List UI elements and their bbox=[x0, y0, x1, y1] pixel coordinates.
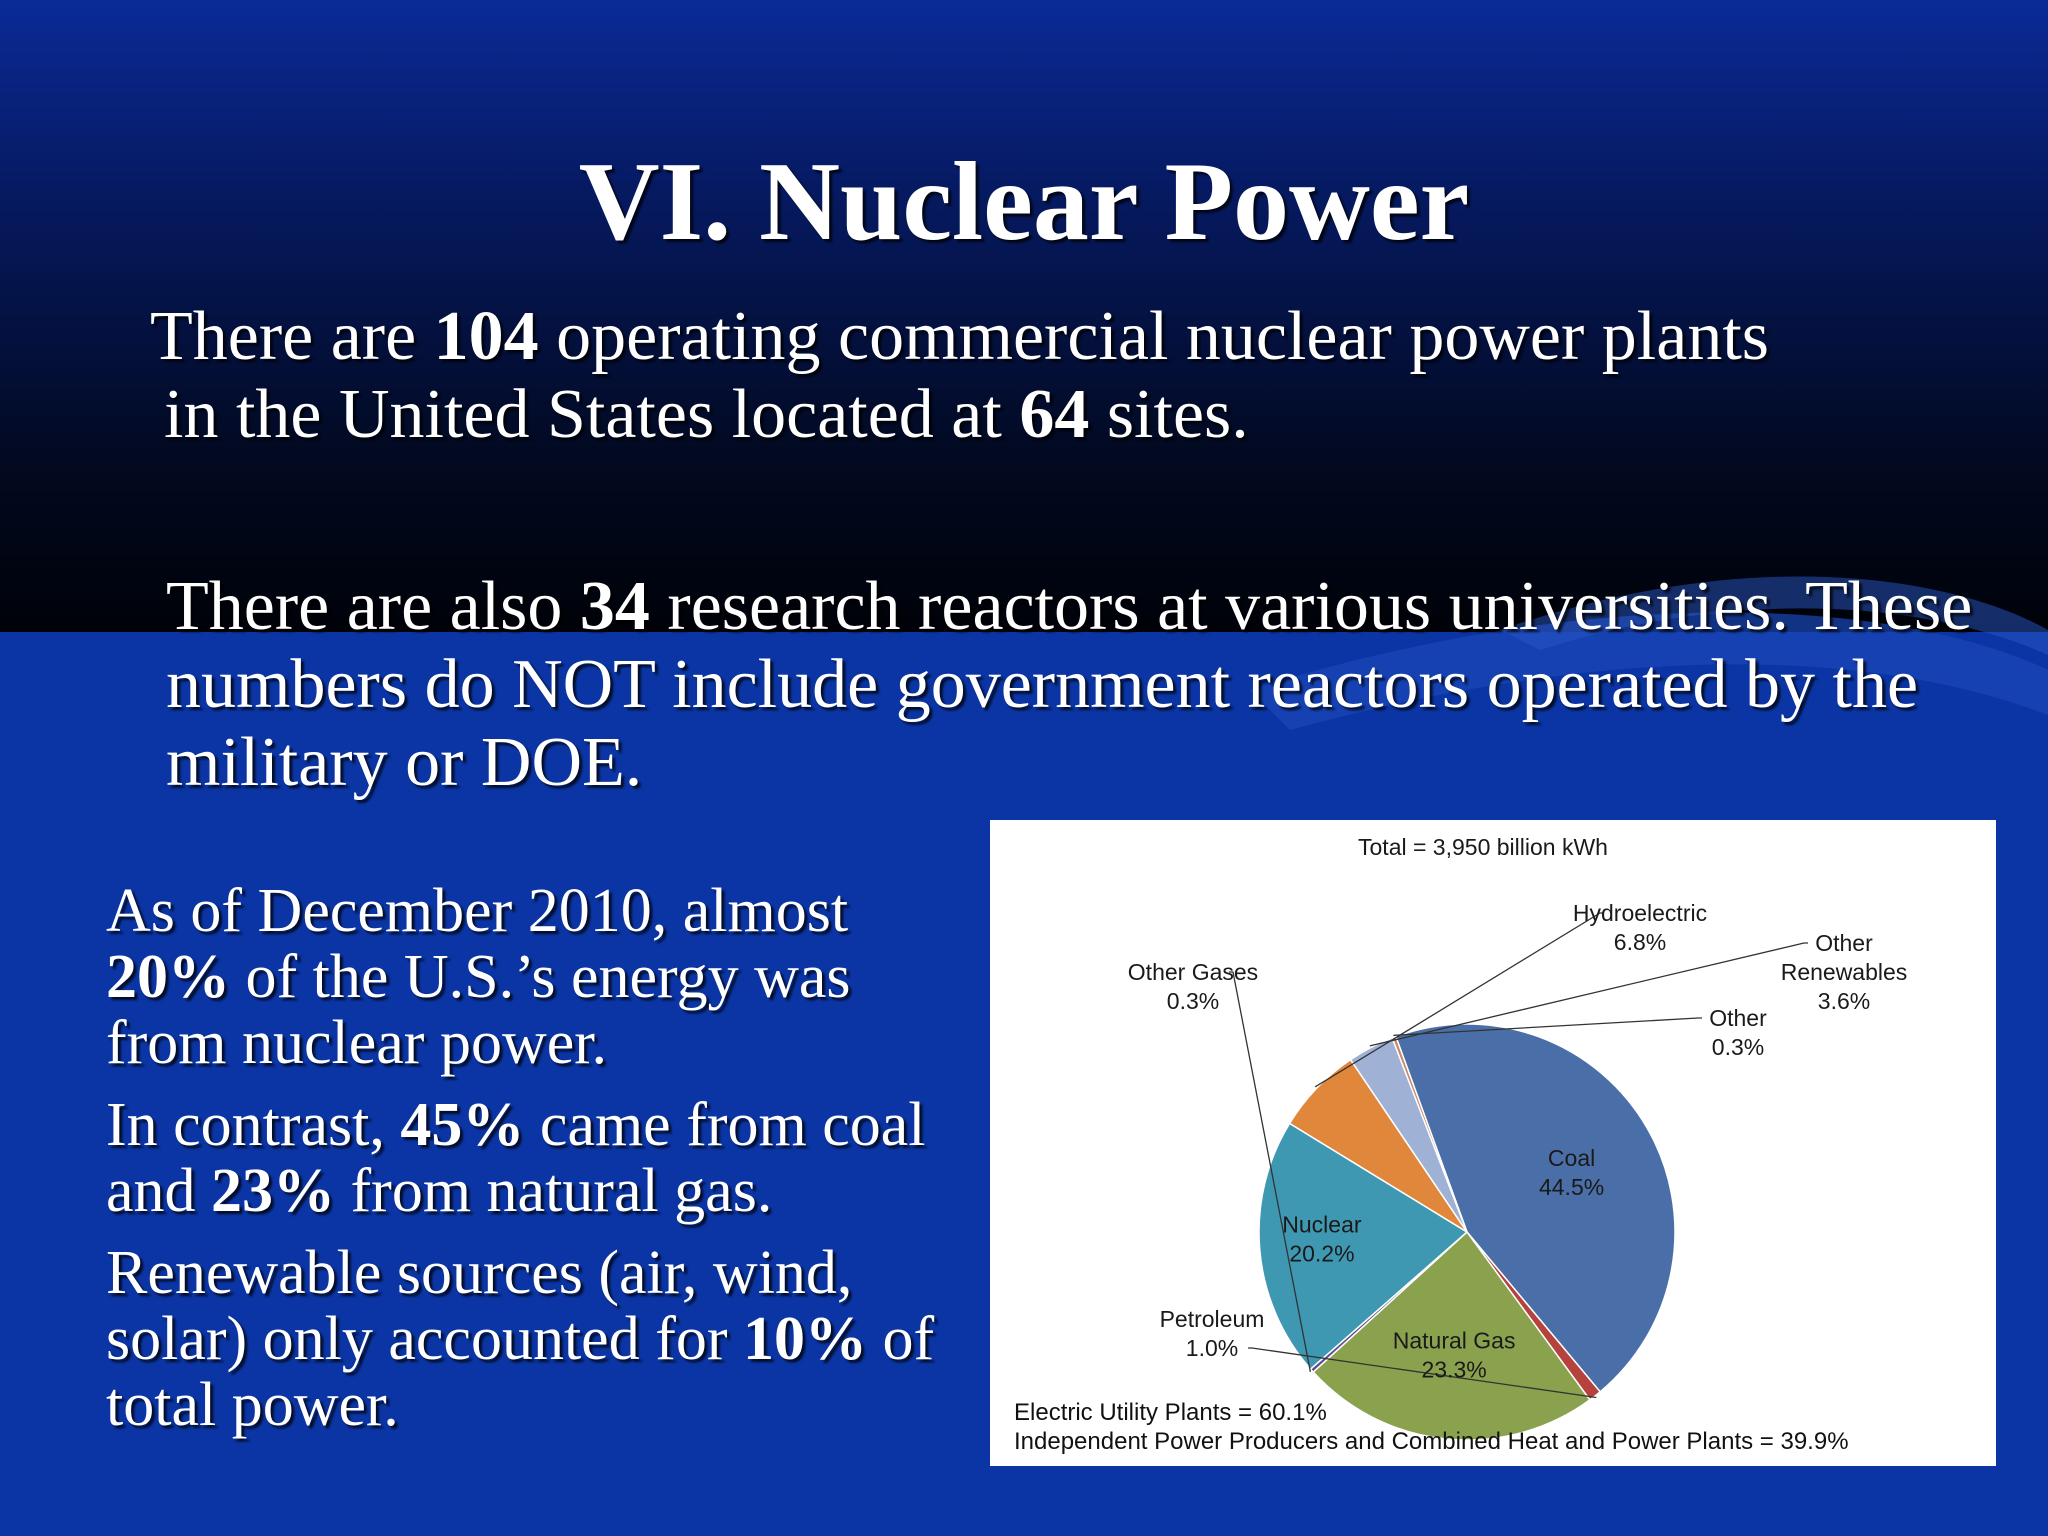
pie-label-petroleum: Petroleum 1.0% bbox=[1160, 1306, 1265, 1361]
pie-slice-nuclear bbox=[1258, 1122, 1469, 1371]
fact3-text-1: Renewable sources (air, wind, solar) onl… bbox=[106, 1239, 853, 1373]
research-reactors-paragraph: There are also 34 research reactors at v… bbox=[166, 568, 2026, 802]
chart-title: Total = 3,950 billion kWh bbox=[1358, 834, 1608, 860]
fact1-text-2: of the U.S.’s energy was from nuclear po… bbox=[106, 943, 851, 1077]
plants-text-1: There are bbox=[150, 298, 434, 375]
pie-chart: Total = 3,950 billion kWh Coal 44.5% Petro… bbox=[1128, 834, 1907, 1441]
leader-line-petroleum bbox=[1248, 1347, 1597, 1399]
pie-label-coal: Coal 44.5% bbox=[1539, 1145, 1604, 1200]
pie-slices bbox=[1258, 1023, 1676, 1441]
fact3-renewables-percent: 10% bbox=[742, 1305, 867, 1373]
fact2-gas-percent: 23% bbox=[211, 1157, 336, 1225]
fact2-coal-percent: 45% bbox=[400, 1091, 525, 1159]
research-text-1: There are also bbox=[166, 568, 580, 645]
fact3-text-2: of total power. bbox=[106, 1305, 935, 1439]
plants-text-2: operating commercial nuclear power plant… bbox=[538, 298, 1770, 375]
plants-text-3: in the United States located at bbox=[164, 376, 1020, 453]
fact1-nuclear-percent: 20% bbox=[106, 943, 230, 1011]
pie-label-other-gases: Other Gases 0.3% bbox=[1128, 959, 1258, 1014]
pie-chart-panel: Total = 3,950 billion kWh Coal 44.5% Petro… bbox=[990, 820, 1996, 1466]
nuclear-share-fact: As of December 2010, almost 20% of the U… bbox=[106, 878, 986, 1076]
decorative-swoosh bbox=[1250, 576, 2048, 730]
fact2-text-3: from natural gas. bbox=[335, 1157, 773, 1225]
coal-gas-share-fact: In contrast, 45% came from coal and 23% … bbox=[106, 1092, 986, 1224]
plants-line-2: in the United States located at 64 sites… bbox=[150, 376, 2010, 454]
sites-count: 64 bbox=[1019, 376, 1090, 453]
plants-count: 104 bbox=[433, 298, 539, 375]
pie-leader-lines bbox=[1229, 912, 1808, 1399]
leader-line-other-renewables bbox=[1369, 942, 1808, 1047]
energy-facts-list: As of December 2010, almost 20% of the U… bbox=[106, 878, 986, 1454]
research-count: 34 bbox=[579, 568, 650, 645]
plants-paragraph: There are 104 operating commercial nucle… bbox=[150, 298, 2010, 454]
pie-label-nuclear: Nuclear 20.2% bbox=[1282, 1211, 1362, 1266]
plants-text-4: sites. bbox=[1089, 376, 1249, 453]
pie-label-hydroelectric: Hydroelectric 6.8% bbox=[1573, 900, 1707, 955]
fact2-text-1: In contrast, bbox=[106, 1091, 401, 1159]
research-text-2: research reactors at various universitie… bbox=[166, 568, 1973, 801]
pie-label-natural-gas: Natural Gas 23.3% bbox=[1393, 1327, 1516, 1382]
pie-label-other-renewables: Other Renewables 3.6% bbox=[1781, 930, 1908, 1014]
chart-footnote-utility: Electric Utility Plants = 60.1% bbox=[1014, 1399, 1327, 1426]
renewables-share-fact: Renewable sources (air, wind, solar) onl… bbox=[106, 1240, 986, 1438]
leader-line-hydroelectric bbox=[1314, 912, 1604, 1088]
fact2-text-2: came from coal and bbox=[106, 1091, 926, 1225]
pie-labels: Coal 44.5% Petroleum 1.0% Natural Gas 23.3% Ot… bbox=[1128, 900, 1907, 1382]
leader-line-other-gases bbox=[1229, 971, 1312, 1373]
chart-footnote-independent: Independent Power Producers and Combined… bbox=[1014, 1428, 1849, 1455]
pie-label-other: Other 0.3% bbox=[1709, 1005, 1767, 1060]
pie-slice-other bbox=[1391, 1035, 1468, 1233]
fact1-text-1: As of December 2010, almost bbox=[106, 877, 849, 945]
pie-slice-natural-gas bbox=[1312, 1230, 1591, 1441]
slide-title: VI. Nuclear Power bbox=[578, 140, 1470, 264]
pie-slice-coal bbox=[1394, 1023, 1676, 1393]
top-gradient-band bbox=[0, 0, 2048, 632]
leader-line-other bbox=[1393, 1017, 1702, 1036]
